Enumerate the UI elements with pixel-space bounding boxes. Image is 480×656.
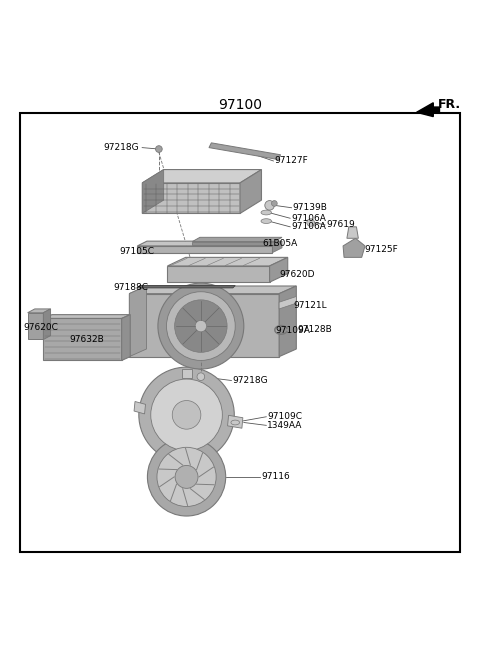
Polygon shape — [168, 266, 270, 282]
Text: 97106A: 97106A — [291, 222, 326, 232]
Circle shape — [195, 320, 206, 332]
Polygon shape — [347, 227, 359, 238]
Text: 97139B: 97139B — [292, 203, 327, 213]
Circle shape — [156, 146, 162, 152]
Polygon shape — [28, 309, 50, 313]
Circle shape — [175, 466, 198, 488]
Polygon shape — [28, 313, 43, 339]
Text: 97100: 97100 — [218, 98, 262, 112]
Polygon shape — [121, 315, 130, 360]
Text: 97109C: 97109C — [267, 412, 302, 421]
Circle shape — [158, 283, 244, 369]
Polygon shape — [142, 183, 240, 213]
Polygon shape — [134, 401, 145, 414]
Text: 97105C: 97105C — [120, 247, 155, 256]
Polygon shape — [129, 286, 296, 294]
Text: 97620D: 97620D — [279, 270, 314, 279]
Circle shape — [151, 379, 222, 451]
Polygon shape — [43, 318, 121, 360]
Polygon shape — [192, 241, 275, 245]
Text: 97106A: 97106A — [291, 214, 326, 223]
Text: 97109A: 97109A — [276, 327, 310, 335]
Polygon shape — [137, 241, 282, 246]
Text: 97620C: 97620C — [24, 323, 58, 331]
Ellipse shape — [231, 420, 240, 425]
Polygon shape — [142, 169, 164, 213]
Polygon shape — [129, 294, 279, 357]
Circle shape — [157, 447, 216, 506]
Polygon shape — [168, 257, 288, 266]
Polygon shape — [43, 315, 130, 318]
Polygon shape — [279, 286, 296, 357]
Polygon shape — [279, 297, 296, 309]
Text: 61B05A: 61B05A — [262, 239, 297, 247]
Polygon shape — [417, 103, 440, 117]
Polygon shape — [273, 241, 282, 253]
Text: 97121L: 97121L — [293, 300, 327, 310]
Circle shape — [272, 201, 277, 206]
Polygon shape — [240, 169, 262, 213]
Polygon shape — [142, 169, 262, 183]
Circle shape — [265, 201, 275, 210]
Text: 1349AA: 1349AA — [267, 421, 302, 430]
Polygon shape — [43, 309, 50, 339]
Text: 97188C: 97188C — [114, 283, 148, 293]
Circle shape — [175, 300, 227, 352]
Text: 97127F: 97127F — [275, 157, 308, 165]
Polygon shape — [270, 257, 288, 282]
Polygon shape — [228, 415, 243, 428]
Polygon shape — [209, 143, 281, 159]
Circle shape — [197, 373, 204, 380]
Text: 97128B: 97128B — [297, 325, 332, 335]
Polygon shape — [137, 246, 273, 253]
Circle shape — [167, 292, 235, 360]
Text: 97125F: 97125F — [364, 245, 398, 254]
Polygon shape — [129, 286, 146, 357]
Text: 97218G: 97218G — [232, 376, 268, 385]
Circle shape — [172, 401, 201, 429]
Ellipse shape — [261, 210, 272, 215]
Text: 97218G: 97218G — [103, 143, 139, 152]
Polygon shape — [182, 369, 192, 378]
Polygon shape — [192, 237, 282, 241]
Polygon shape — [343, 238, 365, 257]
Text: FR.: FR. — [438, 98, 461, 111]
Circle shape — [139, 367, 234, 462]
Circle shape — [147, 438, 226, 516]
Ellipse shape — [261, 218, 272, 224]
Text: 97632B: 97632B — [69, 335, 104, 344]
Text: 97619: 97619 — [326, 220, 355, 230]
Text: 97116: 97116 — [261, 472, 290, 482]
Circle shape — [307, 218, 314, 226]
Polygon shape — [137, 285, 235, 288]
